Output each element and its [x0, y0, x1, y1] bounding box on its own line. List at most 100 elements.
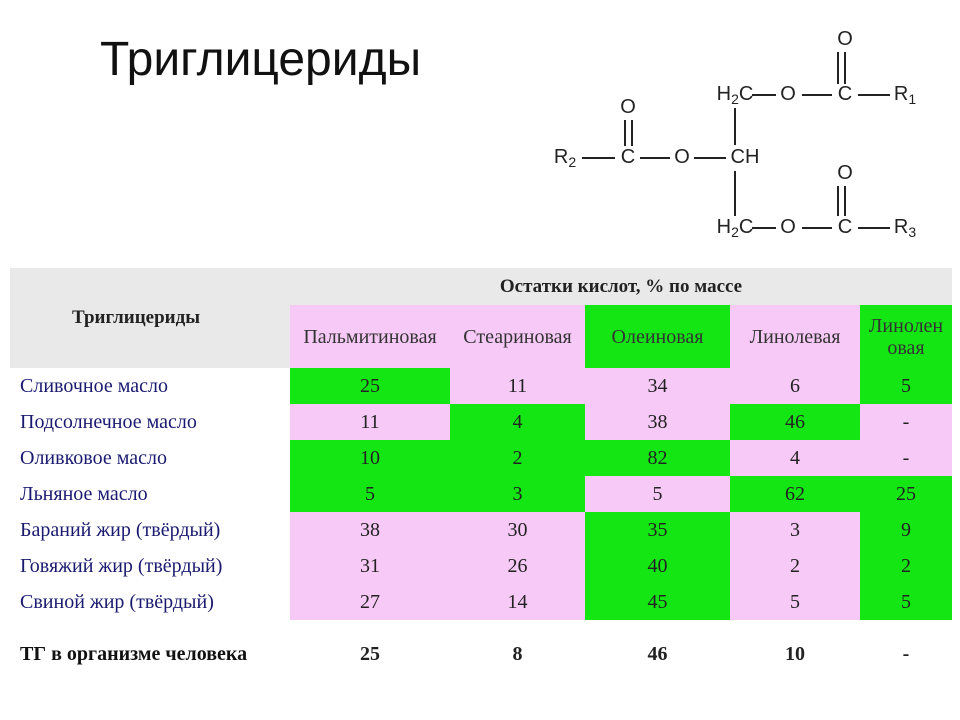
cell: 25: [290, 620, 450, 688]
cell: 35: [585, 512, 730, 548]
atom-tail: C: [739, 83, 753, 105]
atom-text: O: [620, 96, 636, 118]
row-label: Подсолнечное масло: [20, 410, 197, 433]
cell: 46: [730, 404, 860, 440]
cell: 62: [730, 476, 860, 512]
row-label: Оливковое масло: [20, 446, 167, 469]
cell: 40: [585, 548, 730, 584]
atom-sub: 2: [731, 91, 739, 107]
cell: 25: [290, 368, 450, 404]
atom-text: C: [621, 146, 635, 168]
atom-label: C: [621, 146, 635, 168]
cell: -: [860, 620, 953, 688]
cell: 2: [730, 548, 860, 584]
atom-text: C: [838, 83, 852, 105]
column-header: Олеиновая: [585, 305, 730, 368]
slide-title: Триглицериды: [100, 33, 422, 86]
atom-label: O: [780, 83, 796, 105]
cell: 5: [585, 476, 730, 512]
cell: 31: [290, 548, 450, 584]
atom-label: O: [620, 96, 636, 118]
cell: 4: [730, 440, 860, 476]
atom-label: R1: [894, 83, 916, 106]
column-header: Линоленовая: [860, 305, 953, 368]
atom-text: O: [837, 28, 853, 50]
atom-label: R3: [894, 216, 916, 239]
cell: 26: [450, 548, 585, 584]
cell: 38: [585, 404, 730, 440]
atom-text: R: [894, 216, 908, 238]
atom-sub: 2: [731, 224, 739, 240]
atom-text: R: [894, 83, 908, 105]
cell: 38: [290, 512, 450, 548]
cell: 3: [730, 512, 860, 548]
cell: 9: [860, 512, 953, 548]
cell: 4: [450, 404, 585, 440]
cell: 10: [730, 620, 860, 688]
atom-tail: C: [739, 216, 753, 238]
cell: 27: [290, 584, 450, 620]
cell: 2: [860, 548, 953, 584]
row-label: Говяжий жир (твёрдый): [20, 554, 223, 577]
data-row: Бараний жир (твёрдый) 38 30 35 3 9: [10, 512, 953, 548]
atom-text: O: [780, 216, 796, 238]
group-header: Остатки кислот, % по массе: [499, 275, 743, 297]
data-table: Триглицериды Остатки кислот, % по массе Па…: [10, 268, 953, 688]
atom-label: C: [838, 83, 852, 105]
cell: 5: [860, 584, 953, 620]
cell: 34: [585, 368, 730, 404]
cell: 10: [290, 440, 450, 476]
cell: 25: [860, 476, 953, 512]
corner-header: Триглицериды: [72, 307, 201, 328]
atom-text: H: [717, 216, 731, 238]
total-row: ТГ в организме человека 25 8 46 10-: [10, 620, 953, 688]
cell: 2: [450, 440, 585, 476]
atom-sub: 3: [908, 224, 916, 240]
data-row: Свиной жир (твёрдый) 27 14 45 5 5: [10, 584, 953, 620]
row-label: ТГ в организме человека: [10, 620, 290, 688]
header-row: Триглицериды Остатки кислот, % по массе: [10, 268, 953, 328]
column-header: Пальмитиновая: [290, 305, 450, 368]
cell: -: [860, 404, 953, 440]
cell: 45: [585, 584, 730, 620]
cell: 14: [450, 584, 585, 620]
atom-label: H2C: [717, 216, 754, 239]
data-row: Сливочное масло 25 11 34 6 5: [10, 368, 953, 404]
atom-label: O: [837, 28, 853, 50]
cell: 82: [585, 440, 730, 476]
atom-text: O: [780, 83, 796, 105]
atom-sub: 2: [568, 154, 576, 170]
data-row: Подсолнечное масло 11 4 38 46-: [10, 404, 953, 440]
row-label: Сливочное масло: [20, 374, 168, 397]
atom-label: CH: [731, 146, 760, 168]
cell: 5: [290, 476, 450, 512]
atom-label: C: [838, 216, 852, 238]
cell: 11: [290, 404, 450, 440]
atom-text: R: [554, 146, 568, 168]
cell: 5: [860, 368, 953, 404]
atom-text: CH: [731, 146, 760, 168]
row-label: Льняное масло: [20, 482, 148, 505]
data-row: Льняное масло 5 3 5 62 25: [10, 476, 953, 512]
column-header: Линолевая: [730, 305, 860, 368]
cell: 3: [450, 476, 585, 512]
cell: 5: [730, 584, 860, 620]
atom-text: H: [717, 83, 731, 105]
atom-label: R2: [554, 146, 576, 169]
cell: -: [860, 440, 953, 476]
atom-label: O: [837, 162, 853, 184]
cell: 6: [730, 368, 860, 404]
atom-label: O: [780, 216, 796, 238]
cell: 30: [450, 512, 585, 548]
cell: 46: [585, 620, 730, 688]
row-label: Бараний жир (твёрдый): [20, 518, 221, 541]
data-row: Оливковое масло 10 2 82 4-: [10, 440, 953, 476]
atom-text: O: [674, 146, 690, 168]
atom-text: C: [838, 216, 852, 238]
column-header: Стеариновая: [450, 305, 585, 368]
data-row: Говяжий жир (твёрдый) 31 26 40 2 2: [10, 548, 953, 584]
atom-label: O: [674, 146, 690, 168]
atom-text: O: [837, 162, 853, 184]
